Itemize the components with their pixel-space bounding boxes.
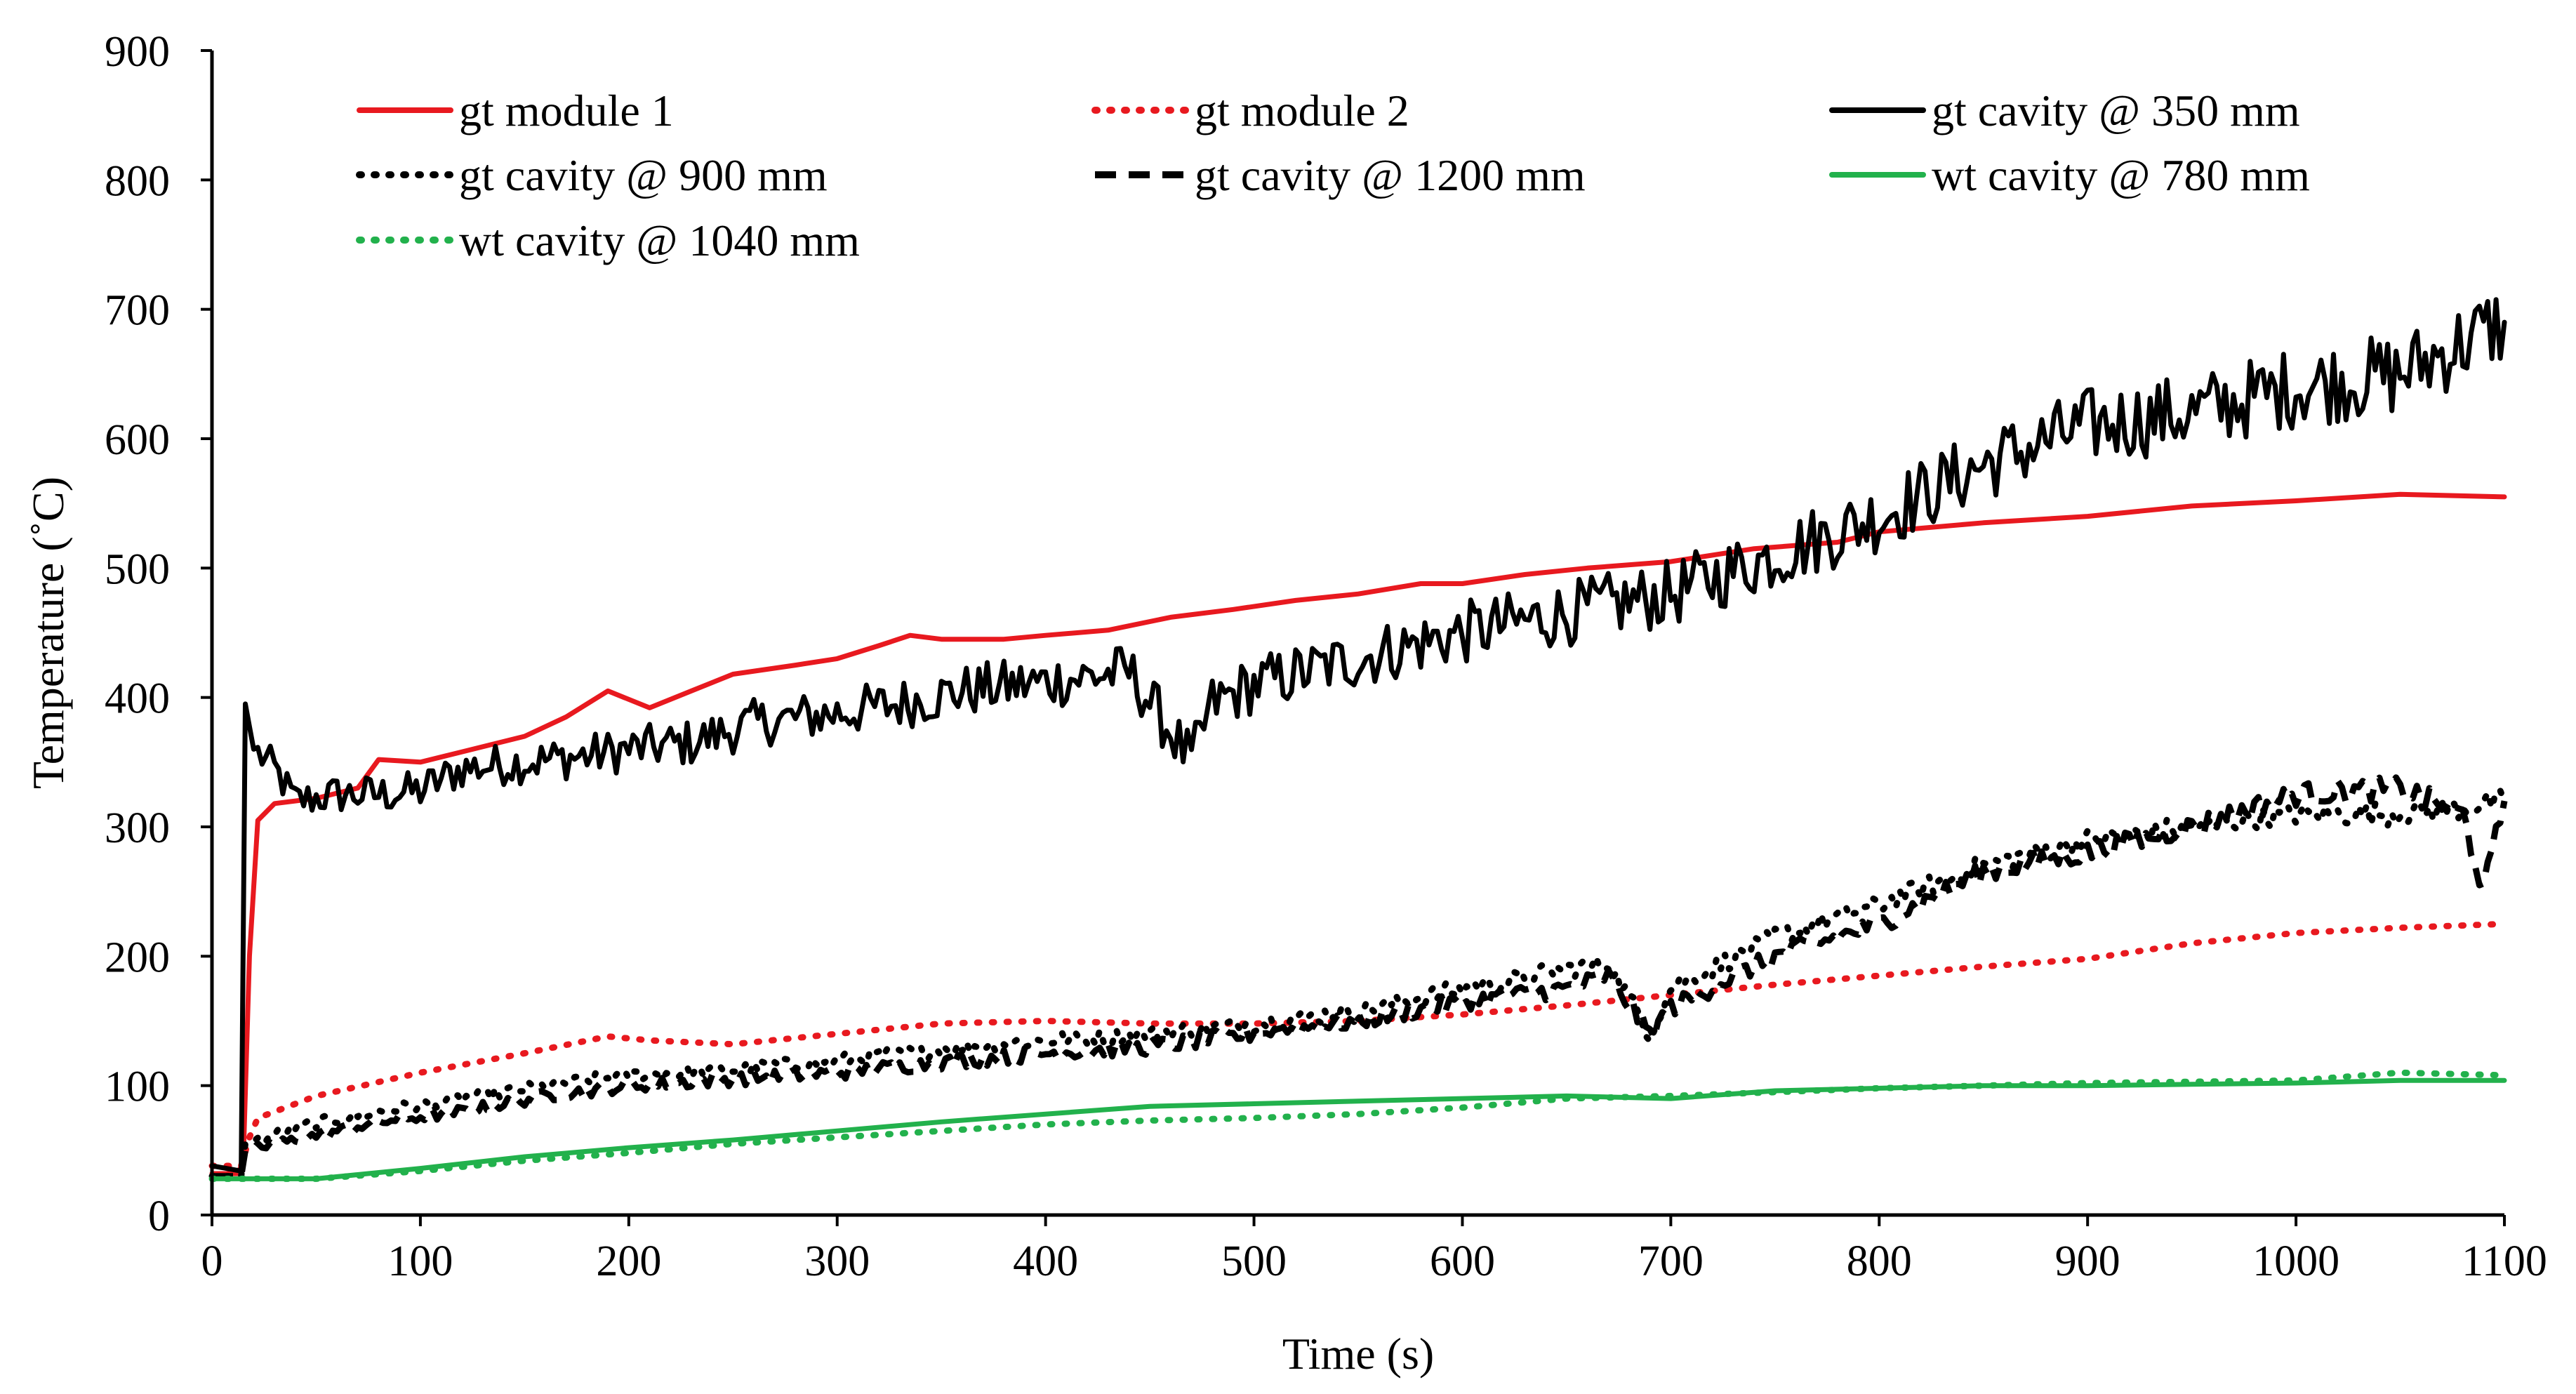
x-tick-label: 1100	[2462, 1237, 2547, 1285]
x-tick-label: 300	[804, 1237, 870, 1285]
series-line-4	[208, 788, 2508, 1180]
x-tick-label: 1000	[2252, 1237, 2339, 1285]
x-tick-label: 0	[201, 1237, 223, 1285]
x-tick-label: 500	[1221, 1237, 1287, 1285]
y-axis-title: Temperature (˚C)	[23, 477, 73, 789]
y-tick-label: 100	[105, 1063, 170, 1111]
x-tick-label: 900	[2055, 1237, 2120, 1285]
legend-label-7: wt cavity @ 1040 mm	[459, 215, 860, 265]
y-tick-label: 700	[105, 287, 170, 335]
y-tick-label: 200	[105, 934, 170, 981]
plot-area	[208, 297, 2508, 1182]
y-tick-label: 900	[105, 28, 170, 76]
x-tick-label: 400	[1013, 1237, 1078, 1285]
series-line-3	[209, 297, 2507, 1174]
series-line-2	[208, 920, 2508, 1169]
x-tick-label: 800	[1847, 1237, 1912, 1285]
series-line-1	[209, 491, 2507, 1176]
x-tick-label: 100	[387, 1237, 453, 1285]
x-tick-label: 600	[1430, 1237, 1495, 1285]
y-tick-label: 400	[105, 675, 170, 723]
legend-label-1: gt module 1	[459, 86, 674, 135]
axes: 0 100 200 300 400 500 600 700 800 900 1000 1100 0 10…	[105, 28, 2547, 1285]
x-tick-label: 700	[1638, 1237, 1704, 1285]
x-tick-label: 200	[596, 1237, 661, 1285]
legend-label-4: gt cavity @ 900 mm	[459, 150, 828, 200]
y-tick-label: 800	[105, 157, 170, 205]
legend-label-6: wt cavity @ 780 mm	[1932, 150, 2310, 200]
series-line-6	[209, 1077, 2507, 1181]
legend-label-3: gt cavity @ 350 mm	[1932, 86, 2300, 135]
x-axis-ticks: 0 100 200 300 400 500 600 700 800 900 1000 1100	[201, 1215, 2547, 1285]
x-axis-title: Time (s)	[1282, 1329, 1434, 1379]
series-line-5	[212, 774, 2508, 1180]
y-tick-label: 0	[148, 1193, 170, 1240]
legend-label-5: gt cavity @ 1200 mm	[1195, 150, 1586, 200]
y-tick-label: 300	[105, 804, 170, 852]
y-tick-label: 500	[105, 545, 170, 593]
y-axis-ticks: 0 100 200 300 400 500 600 700 800 900	[105, 28, 212, 1240]
legend-label-2: gt module 2	[1195, 86, 1409, 135]
y-tick-label: 600	[105, 416, 170, 464]
series-line-7	[208, 1069, 2508, 1182]
legend: gt module 1 gt module 2 gt cavity @ 350 mm…	[356, 86, 2310, 265]
